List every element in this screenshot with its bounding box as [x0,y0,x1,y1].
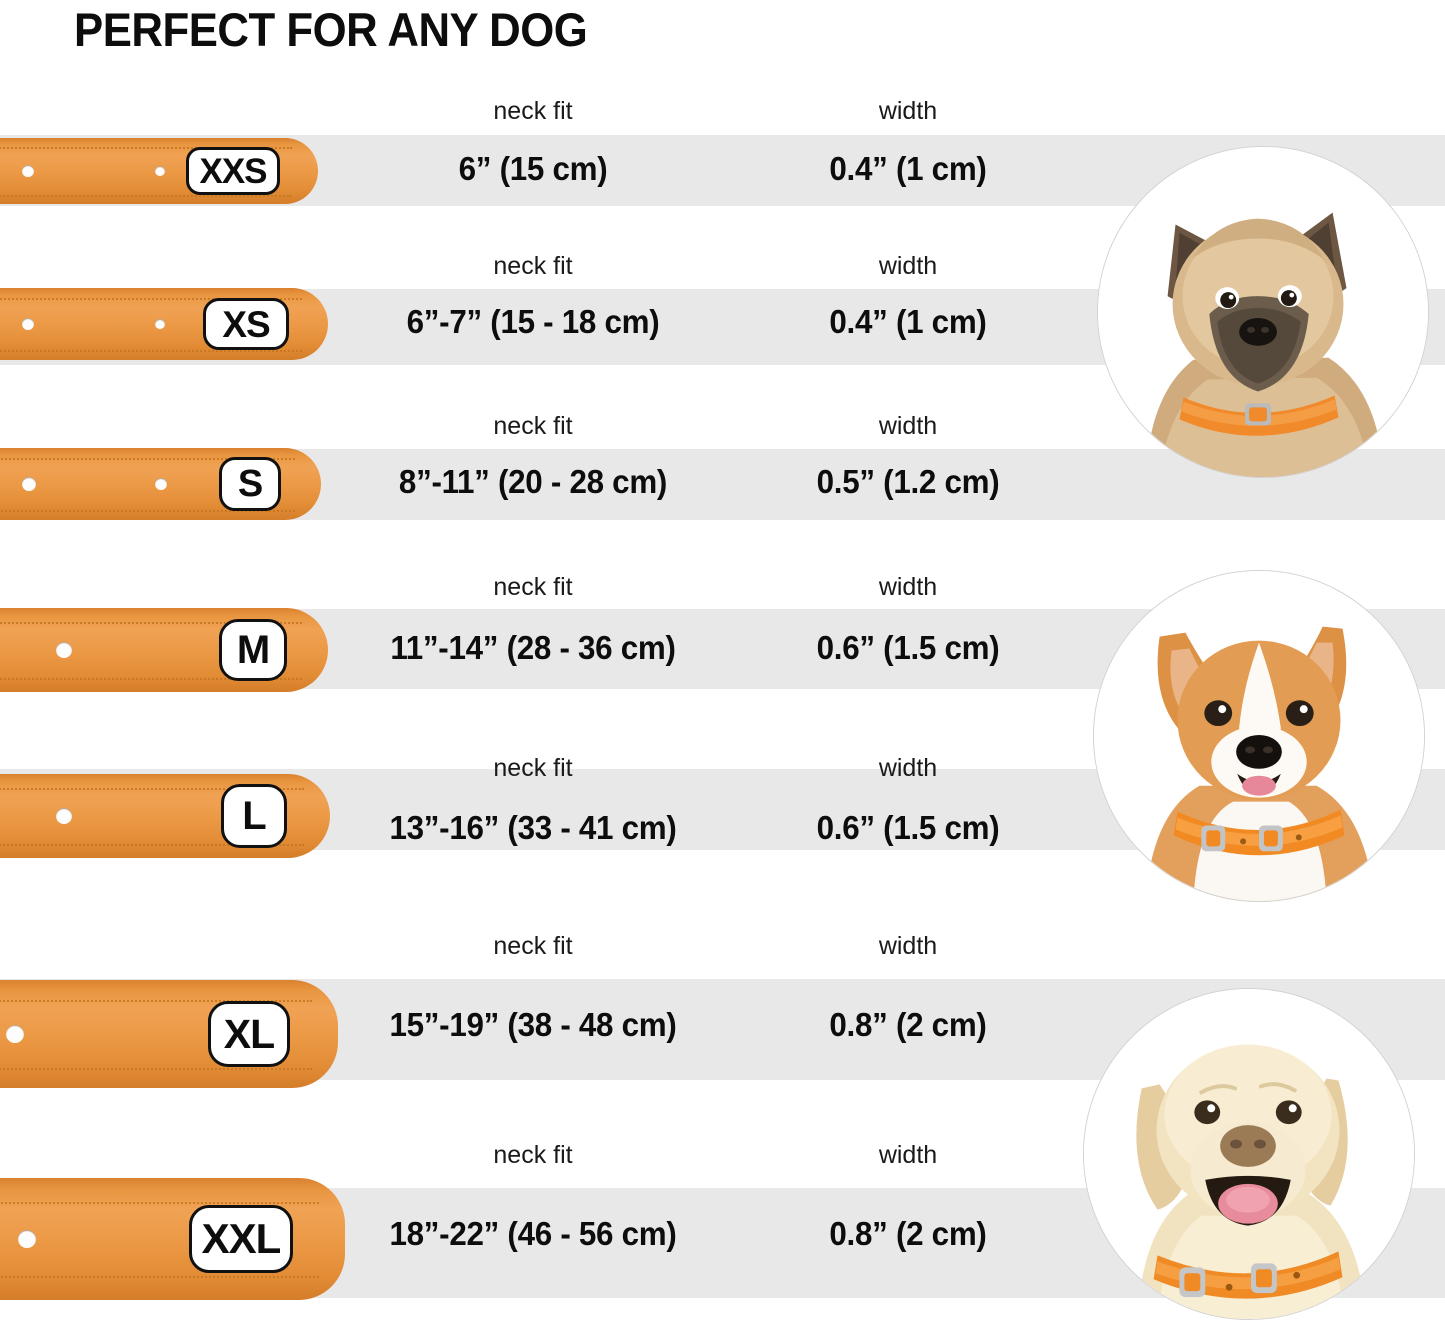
size-badge-s: S [219,457,281,511]
column-header-width: width [878,97,938,125]
collar-hole [18,1230,36,1248]
collar-stitching [0,1202,319,1204]
width-value: 0.8” (2 cm) [829,1215,987,1252]
neck-fit-value: 18”-22” (46 - 56 cm) [389,1215,677,1252]
neck-fit-value: 6”-7” (15 - 18 cm) [406,303,660,340]
column-header-neck-fit: neck fit [493,932,573,960]
width-value: 0.5” (1.2 cm) [816,463,1000,500]
width-value: 0.4” (1 cm) [829,303,987,340]
size-badge-xxl: XXL [189,1205,293,1273]
collar-stitching [0,195,292,197]
collar-stitching [0,147,292,149]
collar-stitching [0,1000,312,1002]
column-header-width: width [878,1141,938,1169]
corgi-photo [1093,570,1425,902]
collar-stitching [0,458,295,460]
collar-stitching [0,788,304,790]
column-header-width: width [878,573,938,601]
collar-hole [56,642,72,658]
collar-hole [6,1025,24,1043]
collar-hole [155,166,165,176]
collar-strap [0,1178,345,1300]
size-badge-xs: XS [203,298,289,350]
column-header-width: width [878,412,938,440]
column-header-width: width [878,754,938,782]
collar-stitching [0,510,295,512]
size-badge-xl: XL [208,1001,290,1067]
column-header-neck-fit: neck fit [493,754,573,782]
collar-hole [22,477,36,491]
size-badge-m: M [219,619,287,681]
column-header-neck-fit: neck fit [493,252,573,280]
column-header-neck-fit: neck fit [493,573,573,601]
column-header-neck-fit: neck fit [493,412,573,440]
neck-fit-value: 15”-19” (38 - 48 cm) [389,1006,677,1043]
column-header-neck-fit: neck fit [493,1141,573,1169]
collar-stitching [0,350,302,352]
size-badge-xxs: XXS [186,147,280,195]
collar-hole [22,318,34,330]
size-badge-l: L [221,784,287,848]
collar-stitching [0,844,304,846]
collar-hole [155,478,167,490]
width-value: 0.4” (1 cm) [829,150,987,187]
column-header-width: width [878,932,938,960]
collar-stitching [0,1276,319,1278]
collar-hole [56,808,72,824]
collar-stitching [0,622,302,624]
collar-stitching [0,298,302,300]
collar-hole [22,165,34,177]
collar-hole [155,319,165,329]
width-value: 0.6” (1.5 cm) [816,809,1000,846]
collar-stitching [0,678,302,680]
neck-fit-value: 8”-11” (20 - 28 cm) [398,463,668,500]
page-title: PERFECT FOR ANY DOG [74,3,588,56]
neck-fit-value: 11”-14” (28 - 36 cm) [390,629,676,666]
labrador-photo [1083,988,1415,1320]
column-header-neck-fit: neck fit [493,97,573,125]
width-value: 0.6” (1.5 cm) [816,629,1000,666]
cairn-terrier-photo [1097,146,1429,478]
width-value: 0.8” (2 cm) [829,1006,987,1043]
neck-fit-value: 13”-16” (33 - 41 cm) [389,809,677,846]
column-header-width: width [878,252,938,280]
neck-fit-value: 6” (15 cm) [458,150,608,187]
collar-stitching [0,1068,312,1070]
